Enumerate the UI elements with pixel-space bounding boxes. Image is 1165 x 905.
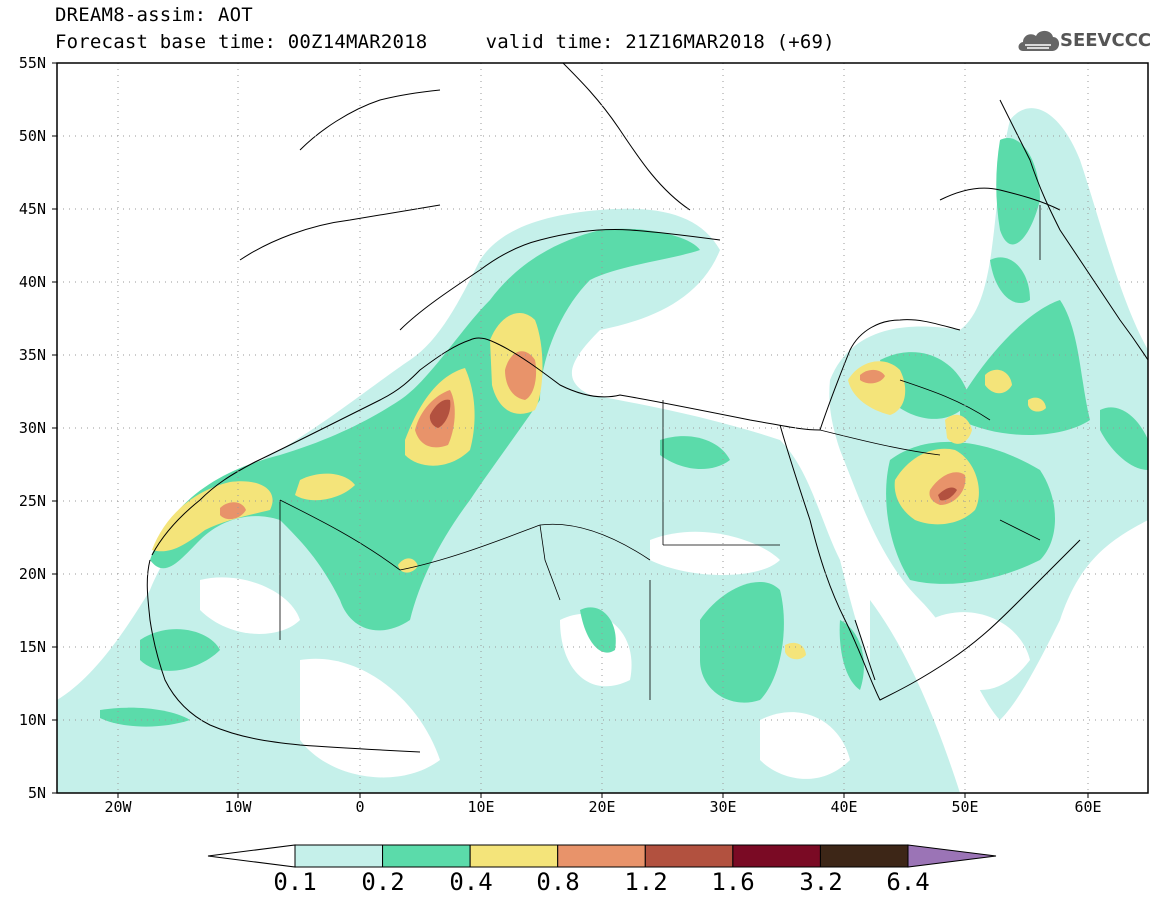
- lat-label: 5N: [27, 784, 46, 802]
- aot-band-clear: [200, 531, 1030, 779]
- lon-label: 20E: [588, 798, 616, 816]
- colorbar-label: 0.8: [536, 868, 580, 896]
- colorbar-label: 0.2: [361, 868, 405, 896]
- lon-label: 30E: [709, 798, 737, 816]
- colorbar-segment: [294, 844, 384, 868]
- lat-label: 25N: [18, 492, 46, 510]
- lat-label: 40N: [18, 273, 46, 291]
- lon-label: 50E: [951, 798, 979, 816]
- lon-label: 10E: [467, 798, 495, 816]
- coastlines: [146, 63, 1148, 753]
- lat-label: 55N: [18, 54, 46, 72]
- aot-band-1.2: [429, 399, 957, 501]
- logo-text: SEEVCCC: [1060, 30, 1152, 51]
- map-title: DREAM8-assim: AOT: [55, 4, 253, 26]
- lat-label: 30N: [18, 419, 46, 437]
- lat-label: 35N: [18, 346, 46, 364]
- colorbar-label: 6.4: [886, 868, 930, 896]
- cloud-icon: [1018, 30, 1060, 51]
- lat-label: 10N: [18, 711, 46, 729]
- colorbar-over-triangle: [907, 844, 997, 868]
- lon-label: 40E: [830, 798, 858, 816]
- lat-label: 45N: [18, 200, 46, 218]
- colorbar-segment: [819, 844, 909, 868]
- lon-label: 60E: [1074, 798, 1102, 816]
- lat-label: 20N: [18, 565, 46, 583]
- lat-label: 15N: [18, 638, 46, 656]
- colorbar-under-triangle: [207, 844, 296, 868]
- colorbar-label: 1.2: [624, 868, 668, 896]
- political-borders: [279, 205, 1041, 700]
- colorbar-segment: [469, 844, 559, 868]
- lon-label: 20W: [104, 798, 132, 816]
- lon-label: 10W: [224, 798, 252, 816]
- colorbar-label: 3.2: [799, 868, 843, 896]
- forecast-time-line: Forecast base time: 00Z14MAR2018 valid t…: [55, 31, 835, 53]
- lon-label: 0: [355, 798, 365, 816]
- lat-label: 50N: [18, 127, 46, 145]
- colorbar-segment: [382, 844, 471, 868]
- colorbar-label: 0.4: [449, 868, 493, 896]
- colorbar-segment: [557, 844, 646, 868]
- colorbar-segment: [732, 844, 821, 868]
- colorbar-label: 1.6: [711, 868, 755, 896]
- colorbar-label: 0.1: [273, 868, 317, 896]
- colorbar-segment: [644, 844, 734, 868]
